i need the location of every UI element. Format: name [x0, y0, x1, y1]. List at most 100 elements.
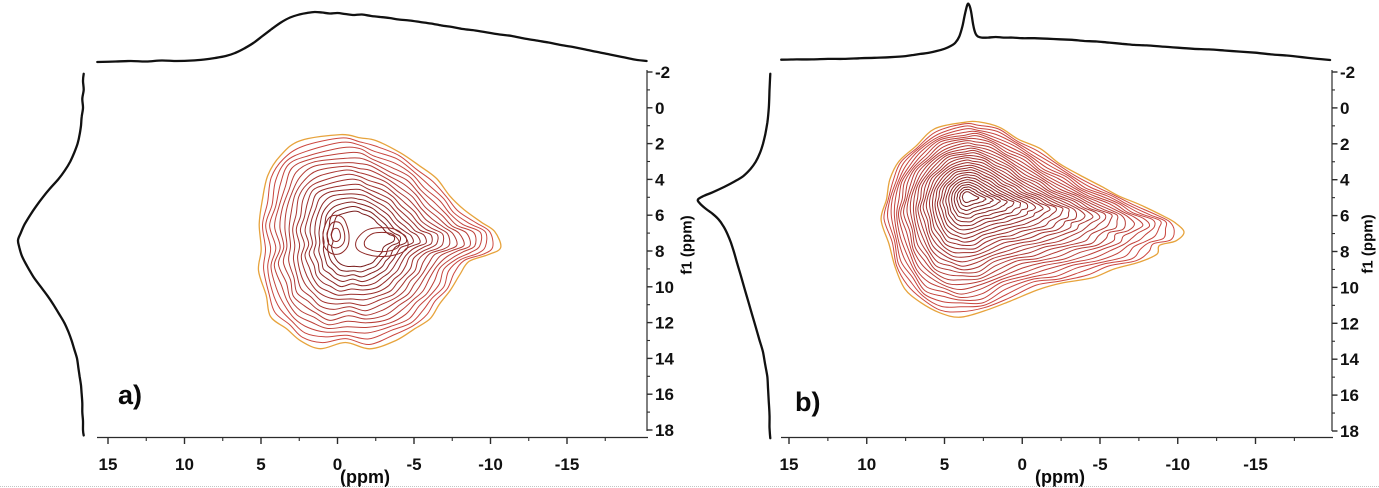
f1-tick-label: 2 [655, 135, 664, 154]
f2-tick-label: -10 [1165, 455, 1190, 474]
f1-tick-label: 4 [1340, 171, 1350, 190]
f1-axis-b: -2 0 2 4 6 8 10 12 14 16 18 [1331, 63, 1359, 441]
contour-line [261, 137, 494, 346]
contour-line [953, 183, 1001, 215]
contour-line [917, 152, 1094, 267]
f2-tick-label: 0 [333, 455, 342, 474]
page-bottom-border [0, 486, 1379, 487]
contour-line [890, 128, 1162, 305]
contour-line [330, 210, 396, 268]
contour-line [295, 173, 445, 306]
contour-line [269, 146, 483, 334]
f1-tick-label: 18 [1340, 422, 1359, 441]
f2-tick-label: 15 [780, 455, 799, 474]
panel-a-xaxis-title: (ppm) [340, 467, 390, 487]
f2-axis-a: 15 10 5 0 -5 -10 -15 [97, 436, 648, 474]
contour-line [956, 186, 994, 212]
panel-a-label: a) [118, 380, 143, 410]
contour-line [961, 191, 980, 203]
left-projection-trace-a [16, 72, 85, 437]
contour-line [265, 141, 488, 340]
contour-line [925, 159, 1070, 254]
contour-line [308, 188, 427, 292]
f1-tick-label: 10 [655, 278, 674, 297]
contour-line [906, 142, 1119, 281]
contour-line [304, 183, 433, 296]
contour-line [893, 130, 1156, 301]
f2-tick-label: -5 [1092, 455, 1107, 474]
contour-peak-ring [330, 227, 341, 243]
contour-peak-ring [326, 221, 346, 249]
contour-line [299, 178, 439, 301]
contour-line [931, 164, 1057, 247]
panel-b-label: b) [795, 387, 821, 417]
contour-peak-ring [363, 231, 400, 253]
left-projection-trace-b [696, 72, 772, 440]
panel-b: 15 10 5 0 -5 -10 -15 -2 0 2 4 6 8 10 12 14 16 18 [696, 2, 1359, 474]
f1-tick-label: 8 [655, 242, 664, 261]
contour-line [273, 151, 477, 330]
contour-peak-ring [355, 227, 409, 258]
contour-line [887, 125, 1168, 308]
contour-line [257, 133, 502, 350]
f1-tick-label: 16 [655, 385, 674, 404]
f2-tick-label: -10 [478, 455, 503, 474]
contour-line [322, 201, 408, 278]
f1-tick-label: 2 [1340, 135, 1349, 154]
contour-plot-a [257, 133, 502, 350]
contour-line [951, 181, 1008, 219]
f1-tick-label: 12 [655, 314, 674, 333]
f1-tick-label: 14 [655, 349, 674, 368]
f1-tick-label: 18 [655, 421, 674, 440]
contour-line [277, 157, 471, 326]
contour-line [288, 165, 458, 316]
f1-tick-label: 4 [655, 170, 665, 189]
contour-line [958, 188, 987, 208]
f1-tick-label: -2 [1340, 63, 1355, 82]
contour-line [942, 174, 1029, 231]
f1-axis-a: -2 0 2 4 6 8 10 12 14 16 18 [646, 63, 674, 440]
f2-tick-label: 10 [857, 455, 876, 474]
panel-a: 15 10 5 0 -5 -10 -15 -2 0 2 4 6 8 10 12 14 16 18 [16, 10, 674, 474]
panel-b-xaxis-title: (ppm) [1035, 467, 1085, 487]
contour-peak-ring [322, 214, 350, 255]
f2-tick-label: 5 [256, 455, 265, 474]
f2-tick-label: 5 [940, 455, 949, 474]
f1-tick-label: 10 [1340, 278, 1359, 297]
contour-line [900, 137, 1135, 291]
contour-line [922, 157, 1078, 258]
f1-tick-label: 0 [1340, 99, 1349, 118]
contour-line [883, 122, 1175, 313]
f2-tick-label: 10 [175, 455, 194, 474]
contour-line [939, 171, 1037, 235]
panel-a-yaxis-title: f1 (ppm) [678, 215, 696, 275]
f1-tick-label: 14 [1340, 350, 1359, 369]
f1-tick-label: -2 [655, 63, 670, 82]
f2-tick-label: -15 [1243, 455, 1268, 474]
f1-tick-label: 6 [655, 206, 664, 225]
f2-tick-label: 15 [99, 455, 118, 474]
f2-tick-label: 0 [1018, 455, 1027, 474]
contour-line [912, 147, 1107, 274]
f2-tick-label: -5 [406, 455, 421, 474]
contour-plot-b [880, 120, 1185, 318]
contour-line [313, 193, 421, 288]
top-projection-trace-b [780, 2, 1332, 62]
contour-line [945, 176, 1022, 227]
f1-tick-label: 16 [1340, 386, 1359, 405]
f1-tick-label: 12 [1340, 314, 1359, 333]
contour-line [915, 149, 1101, 271]
contour-line [292, 169, 451, 312]
contour-line [948, 179, 1015, 223]
f1-tick-label: 6 [1340, 207, 1349, 226]
contour-line [896, 132, 1151, 299]
contour-line [928, 162, 1064, 250]
f2-tick-label: -15 [555, 455, 580, 474]
f2-axis-b: 15 10 5 0 -5 -10 -15 [780, 436, 1333, 474]
contour-line [880, 120, 1185, 318]
contour-line [282, 162, 465, 321]
contour-line [903, 140, 1126, 286]
panel-b-yaxis-title: f1 (ppm) [1359, 214, 1377, 274]
